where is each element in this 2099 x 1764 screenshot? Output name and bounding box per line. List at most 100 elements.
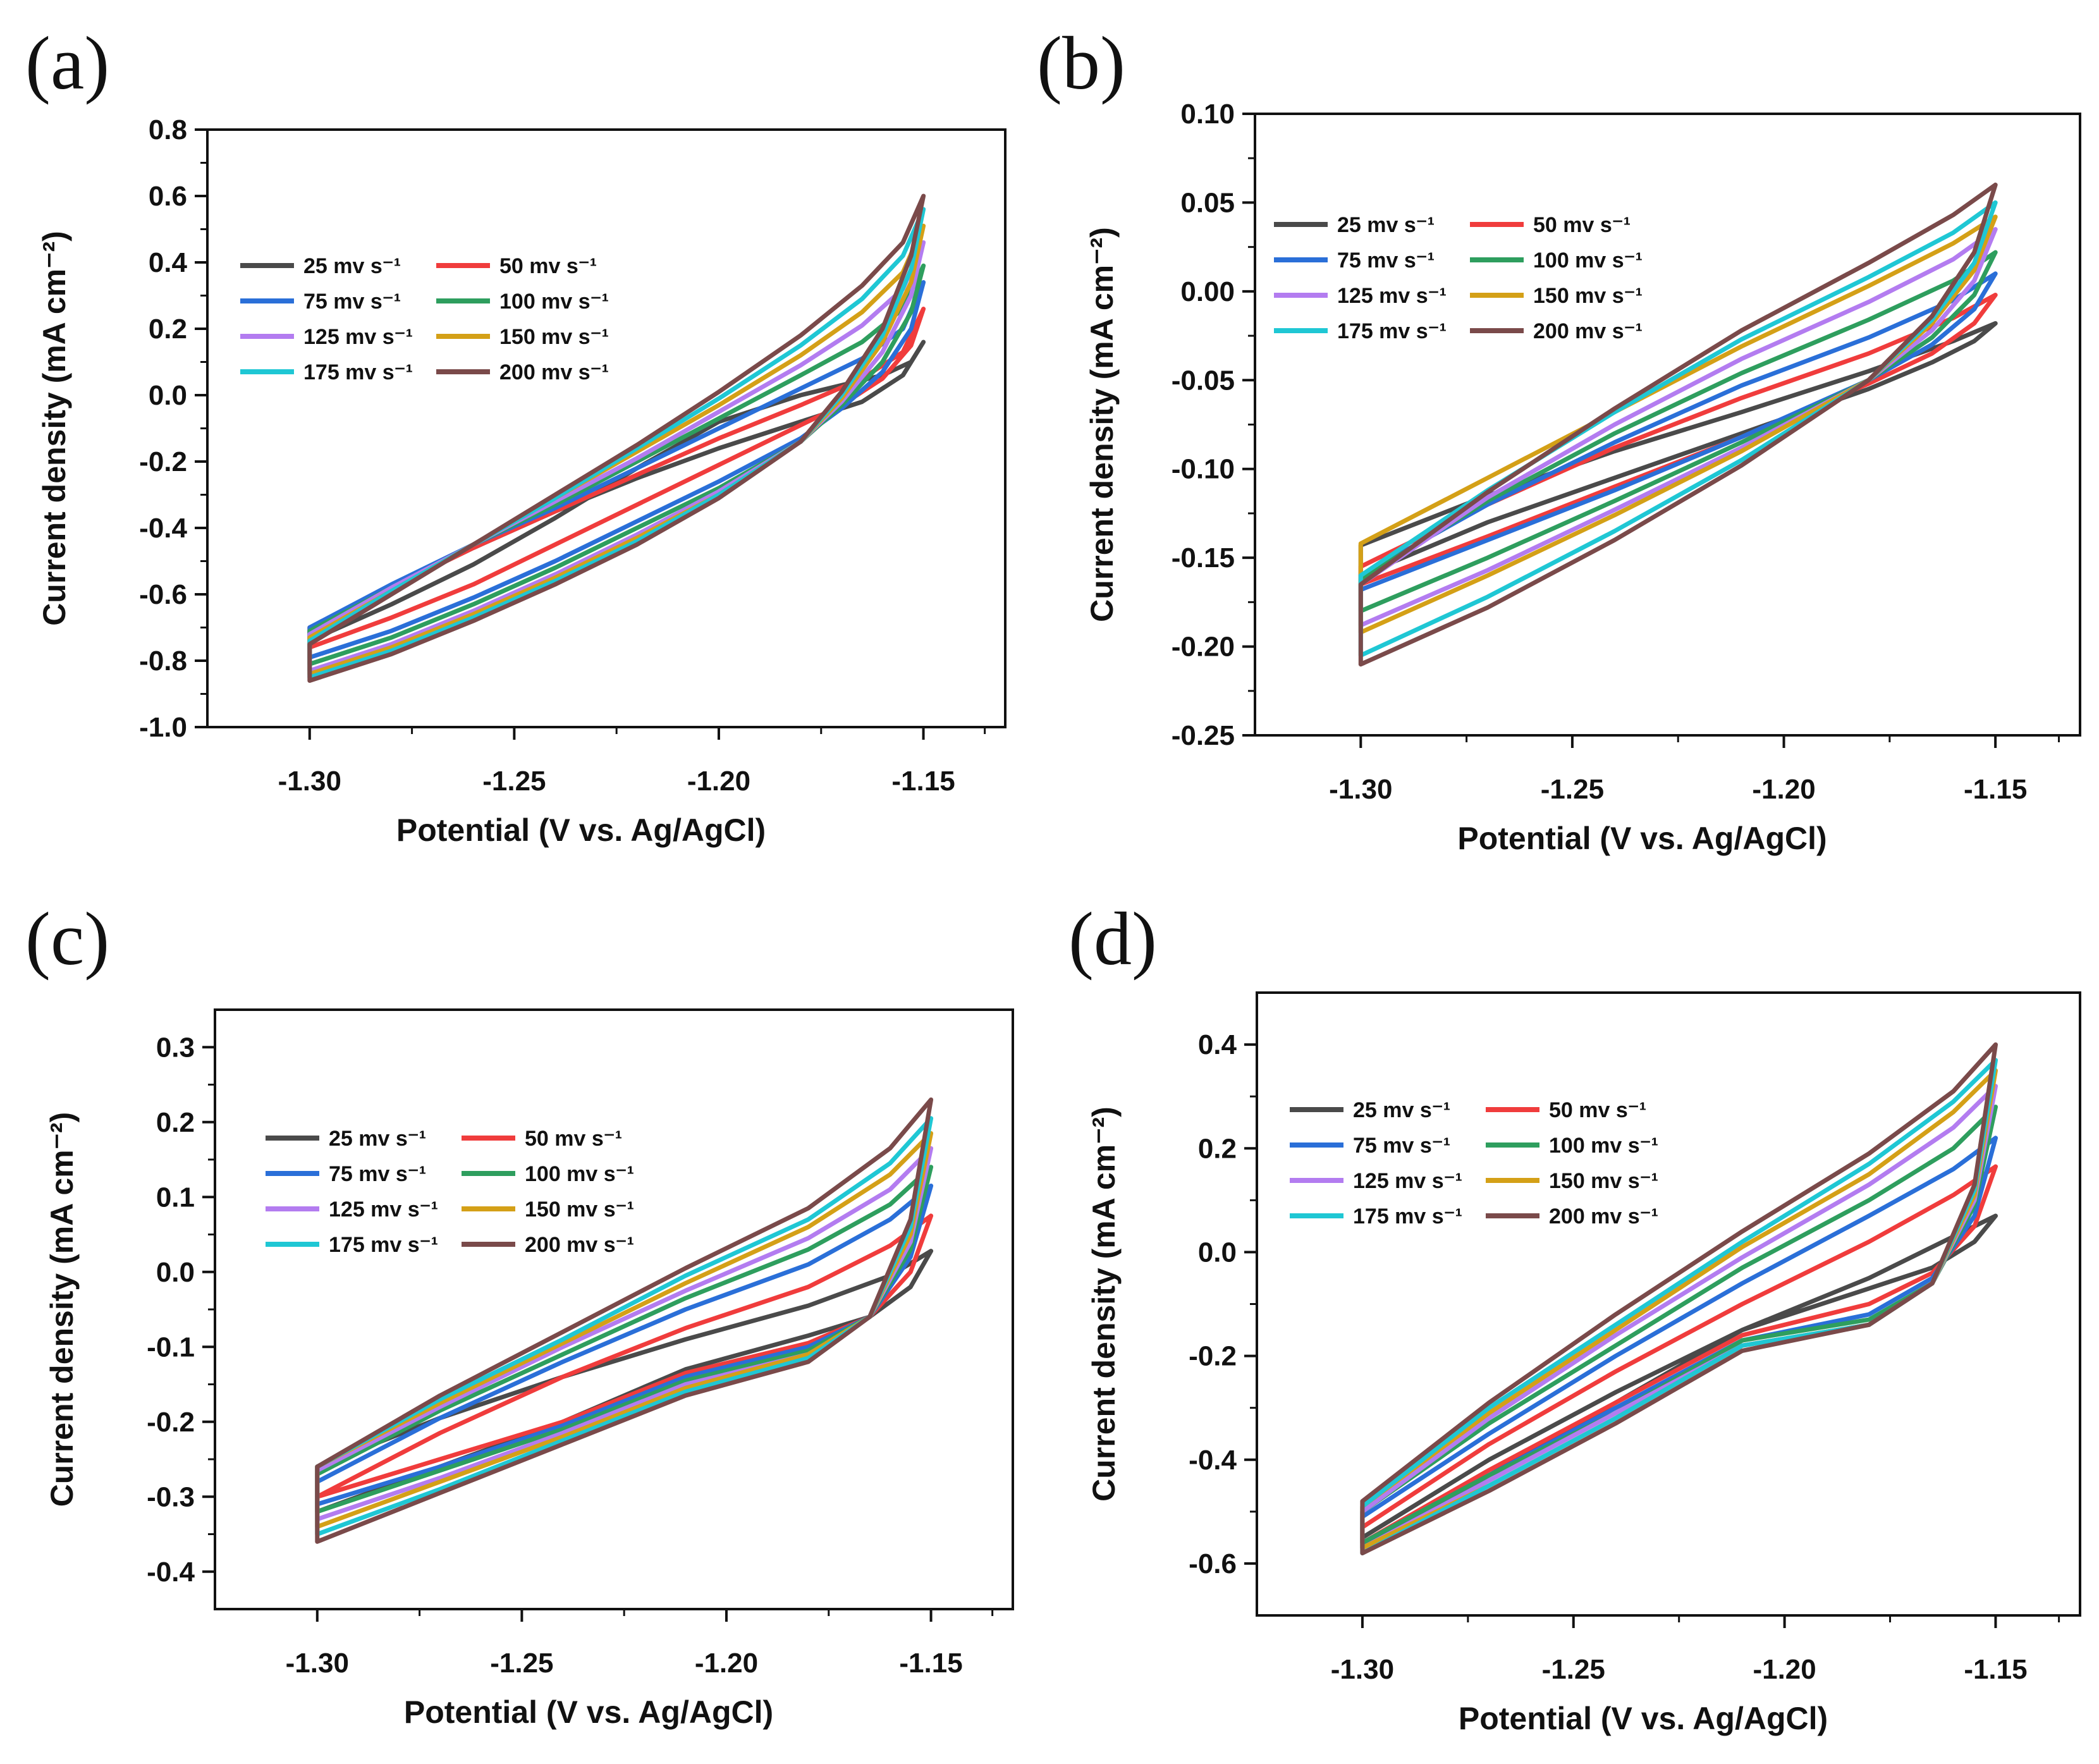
y-tick-label: -0.4 [147, 1557, 195, 1588]
legend-label: 100 mv s⁻¹ [525, 1162, 634, 1186]
series-line [1358, 200, 1998, 658]
legend-label: 175 mv s⁻¹ [1337, 319, 1447, 343]
series-line [1358, 182, 1998, 667]
x-axis-title: Potential (V vs. Ag/AgCl) [404, 1694, 773, 1730]
x-axis-title: Potential (V vs. Ag/AgCl) [396, 812, 766, 848]
legend-label: 200 mv s⁻¹ [525, 1233, 634, 1257]
series-line [1360, 1164, 1998, 1545]
series-line [307, 240, 926, 673]
y-tick-label: -1.0 [139, 712, 187, 743]
legend-label: 200 mv s⁻¹ [1549, 1204, 1658, 1228]
x-tick-label: -1.15 [891, 766, 955, 797]
legend-label: 25 mv s⁻¹ [1353, 1098, 1450, 1122]
legend-label: 75 mv s⁻¹ [1337, 248, 1435, 273]
series-line [1358, 293, 1998, 587]
y-tick-label: -0.15 [1172, 542, 1235, 573]
legend-label: 125 mv s⁻¹ [303, 325, 413, 349]
legend-label: 200 mv s⁻¹ [1533, 319, 1643, 343]
y-tick-label: 0.6 [149, 181, 187, 212]
legend-label: 150 mv s⁻¹ [1533, 284, 1643, 308]
legend-label: 25 mv s⁻¹ [1337, 213, 1435, 237]
legend-label: 175 mv s⁻¹ [303, 360, 413, 384]
legend-label: 125 mv s⁻¹ [1353, 1169, 1462, 1193]
series-line [315, 1097, 934, 1544]
y-tick-label: -0.4 [139, 513, 187, 544]
y-tick-label: 0.2 [1198, 1133, 1237, 1164]
series-line [1360, 1042, 1998, 1555]
legend-label: 50 mv s⁻¹ [1549, 1098, 1646, 1122]
legend-label: 50 mv s⁻¹ [525, 1127, 622, 1151]
series-line [307, 223, 926, 677]
series-line [315, 1213, 934, 1499]
legend-label: 175 mv s⁻¹ [329, 1233, 438, 1257]
series-line [315, 1116, 934, 1536]
x-tick-label: -1.20 [1753, 1654, 1816, 1685]
y-tick-label: -0.25 [1172, 720, 1235, 751]
series-line [1360, 1084, 1998, 1550]
series-line [307, 307, 926, 650]
series-line [315, 1184, 934, 1507]
y-tick-label: 0.4 [149, 247, 188, 278]
x-tick-label: -1.30 [1329, 774, 1392, 805]
series-line [307, 340, 926, 643]
y-tick-label: 0.05 [1180, 187, 1235, 218]
y-tick-label: -0.10 [1172, 454, 1235, 485]
series-line [1360, 1136, 1998, 1545]
series-line [307, 193, 926, 683]
x-tick-label: -1.15 [1964, 774, 2027, 805]
x-tick-label: -1.25 [1541, 774, 1604, 805]
panel-d: (d) -0.6 -0.4 -0.2 0.0 0.2 0.4 -1.30 -1.25 -1.20 -… [1068, 897, 2081, 1736]
legend-label: 25 mv s⁻¹ [329, 1127, 426, 1151]
legend-label: 125 mv s⁻¹ [329, 1197, 438, 1222]
x-tick-label: -1.25 [1542, 1654, 1605, 1685]
legend-label: 75 mv s⁻¹ [329, 1162, 426, 1186]
legend-label: 50 mv s⁻¹ [1533, 213, 1631, 237]
series-line [315, 1146, 934, 1522]
legend-label: 150 mv s⁻¹ [525, 1197, 634, 1222]
series-line [1358, 227, 1998, 628]
y-tick-label: -0.2 [139, 446, 187, 477]
y-axis-title: Current density (mA cm⁻²) [44, 1112, 80, 1507]
legend-label: 200 mv s⁻¹ [499, 360, 609, 384]
panel-letter: (c) [25, 897, 109, 981]
panel-letter: (b) [1037, 21, 1125, 105]
y-axis-title: Current density (mA cm⁻²) [1086, 1106, 1122, 1502]
legend-label: 75 mv s⁻¹ [303, 290, 401, 314]
x-tick-label: -1.15 [1964, 1654, 2027, 1685]
panel-letter: (a) [25, 21, 109, 105]
legend-label: 25 mv s⁻¹ [303, 254, 401, 278]
y-tick-label: -0.4 [1189, 1445, 1237, 1476]
y-tick-label: 0.00 [1180, 276, 1235, 307]
y-tick-label: 0.1 [156, 1182, 195, 1213]
y-tick-label: 0.0 [149, 380, 187, 411]
y-tick-label: 0.0 [156, 1257, 195, 1288]
y-axis-title: Current density (mA cm⁻²) [37, 231, 72, 626]
y-tick-label: 0.2 [156, 1107, 195, 1138]
series-line [315, 1165, 934, 1514]
series-line [307, 207, 926, 680]
x-axis-title: Potential (V vs. Ag/AgCl) [1459, 1701, 1828, 1736]
y-tick-label: -0.1 [147, 1332, 195, 1363]
legend-label: 100 mv s⁻¹ [1533, 248, 1643, 273]
y-axis-title: Current density (mA cm⁻²) [1084, 227, 1120, 622]
y-tick-label: 0.0 [1198, 1237, 1237, 1268]
y-tick-label: -0.05 [1172, 365, 1235, 396]
series-line [307, 280, 926, 660]
y-tick-label: -0.8 [139, 646, 187, 677]
series-line [1360, 1105, 1998, 1545]
series-line [1358, 321, 1998, 578]
series-line [1358, 271, 1998, 592]
legend-label: 150 mv s⁻¹ [1549, 1169, 1658, 1193]
x-tick-label: -1.25 [490, 1648, 553, 1679]
legend-label: 150 mv s⁻¹ [499, 325, 609, 349]
y-tick-label: -0.2 [1189, 1341, 1237, 1372]
y-tick-label: -0.20 [1172, 632, 1235, 663]
x-tick-label: -1.20 [695, 1648, 758, 1679]
series-line [1358, 250, 1998, 613]
series-line [315, 1249, 934, 1514]
y-tick-label: 0.2 [149, 314, 187, 345]
y-tick-label: 0.3 [156, 1032, 195, 1063]
y-tick-label: -0.6 [1189, 1548, 1237, 1579]
y-tick-label: -0.3 [147, 1481, 195, 1512]
